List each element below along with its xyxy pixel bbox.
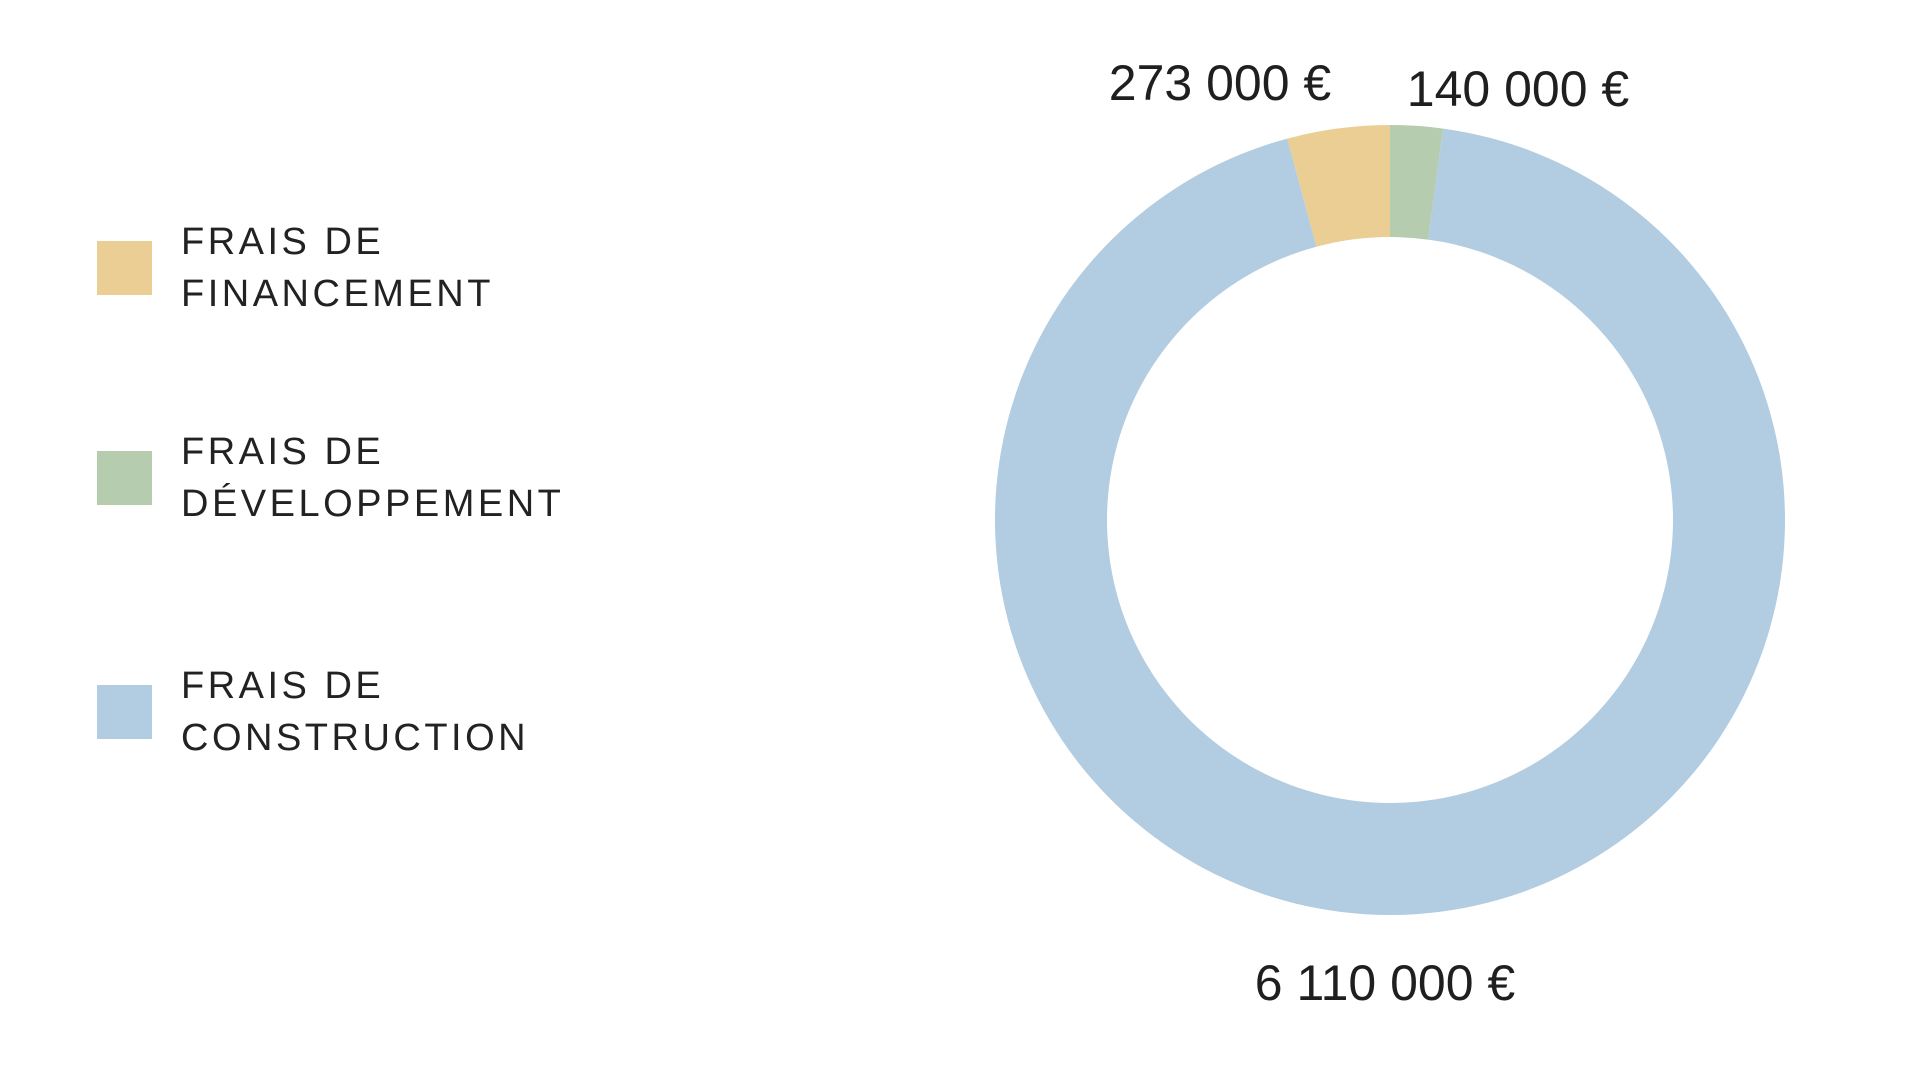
slice-developpement [1390, 125, 1444, 240]
donut-value-labels: 273 000 € 140 000 € 6 110 000 € [1109, 55, 1630, 1011]
legend-label-line-2: FINANCEMENT [181, 273, 494, 315]
value-label-construction: 6 110 000 € [1255, 955, 1516, 1011]
legend-label-construction: FRAIS DE CONSTRUCTION [181, 660, 529, 764]
legend-item-developpement: FRAIS DE DÉVELOPPEMENT [97, 426, 564, 530]
legend-label-line-1: FRAIS DE [181, 665, 385, 707]
legend-swatch-financement [97, 241, 152, 295]
legend-label-line-2: CONSTRUCTION [181, 717, 530, 759]
legend-swatch-construction [97, 685, 152, 739]
donut-slices [995, 125, 1785, 915]
chart-legend: FRAIS DE FINANCEMENT FRAIS DE DÉVELOPPEM… [97, 0, 797, 1080]
legend-label-line-1: FRAIS DE [181, 221, 385, 263]
legend-item-financement: FRAIS DE FINANCEMENT [97, 216, 494, 320]
legend-swatch-developpement [97, 451, 152, 505]
legend-label-line-1: FRAIS DE [181, 431, 385, 473]
slice-financement [1287, 125, 1390, 247]
legend-label-line-2: DÉVELOPPEMENT [181, 483, 565, 525]
legend-label-financement: FRAIS DE FINANCEMENT [181, 216, 494, 320]
legend-label-developpement: FRAIS DE DÉVELOPPEMENT [181, 426, 564, 530]
value-label-developpement: 140 000 € [1407, 61, 1630, 117]
legend-item-construction: FRAIS DE CONSTRUCTION [97, 660, 529, 764]
value-label-financement: 273 000 € [1109, 55, 1332, 111]
slice-construction [995, 128, 1785, 915]
